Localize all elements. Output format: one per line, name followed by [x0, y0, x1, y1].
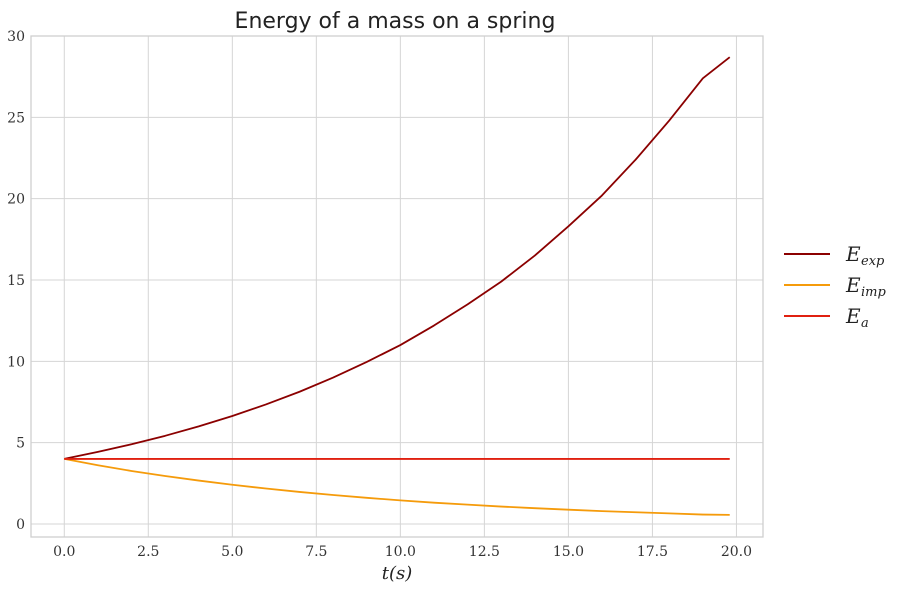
x-tick-label: 12.5	[469, 544, 500, 560]
chart-title: Energy of a mass on a spring	[235, 9, 556, 34]
legend-label-main: E	[845, 273, 861, 297]
x-tick-label: 20.0	[721, 544, 752, 560]
series-group	[64, 56, 731, 516]
y-tick-label: 15	[7, 273, 25, 289]
legend-label-sub: exp	[861, 254, 885, 269]
legend-label-sub: a	[861, 316, 869, 331]
legend-label-main: E	[845, 242, 861, 266]
x-axis-label: t(s)	[382, 563, 413, 584]
legend-label-main: E	[845, 304, 861, 328]
x-tick-label: 5.0	[221, 544, 243, 560]
series-line-e-exp	[64, 56, 731, 460]
x-tick-label: 7.5	[305, 544, 327, 560]
x-tick-label: 2.5	[137, 544, 159, 560]
x-tick-label: 15.0	[553, 544, 584, 560]
legend-label-sub: imp	[861, 285, 886, 300]
y-tick-label: 25	[7, 110, 25, 126]
x-tick-labels: 0.0 2.5 5.0 7.5 10.0 12.5 15.0 17.5 20.0	[53, 544, 752, 560]
y-tick-label: 0	[16, 517, 25, 533]
x-tick-label: 17.5	[637, 544, 668, 560]
y-tick-labels: 0 5 10 15 20 25 30	[7, 29, 25, 533]
x-tick-label: 10.0	[385, 544, 416, 560]
y-tick-label: 10	[7, 354, 25, 370]
y-tick-label: 30	[7, 29, 25, 45]
y-tick-label: 5	[16, 436, 25, 452]
plot-frame	[30, 35, 764, 538]
y-tick-label: 20	[7, 192, 25, 208]
series-line-e-imp	[64, 458, 730, 516]
grid-lines	[31, 35, 763, 537]
x-tick-label: 0.0	[53, 544, 75, 560]
